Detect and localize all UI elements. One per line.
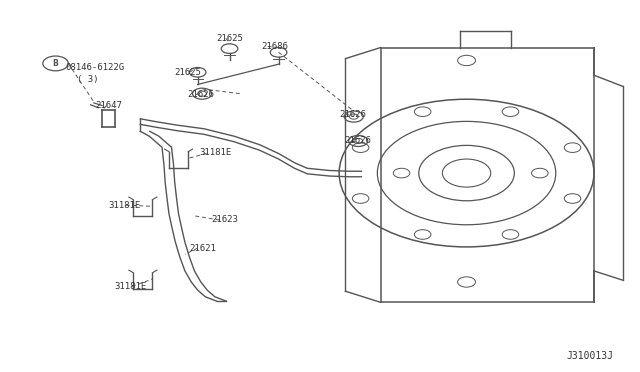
Text: 31181E: 31181E xyxy=(115,282,147,291)
Text: 21625: 21625 xyxy=(217,34,244,43)
Text: 21626: 21626 xyxy=(344,137,371,145)
Text: 21686: 21686 xyxy=(261,42,288,51)
Text: ( 3): ( 3) xyxy=(77,75,98,84)
Text: B: B xyxy=(52,59,58,68)
Text: 21625: 21625 xyxy=(175,68,202,77)
Text: 21621: 21621 xyxy=(189,244,216,253)
Text: J310013J: J310013J xyxy=(566,352,613,361)
Text: 31181E: 31181E xyxy=(199,148,231,157)
Text: 21647: 21647 xyxy=(96,101,123,110)
Text: 08146-6122G: 08146-6122G xyxy=(65,63,124,72)
Text: 21626: 21626 xyxy=(188,90,214,99)
Text: 21623: 21623 xyxy=(212,215,239,224)
Text: 21626: 21626 xyxy=(339,109,366,119)
Text: 31181E: 31181E xyxy=(108,201,141,210)
